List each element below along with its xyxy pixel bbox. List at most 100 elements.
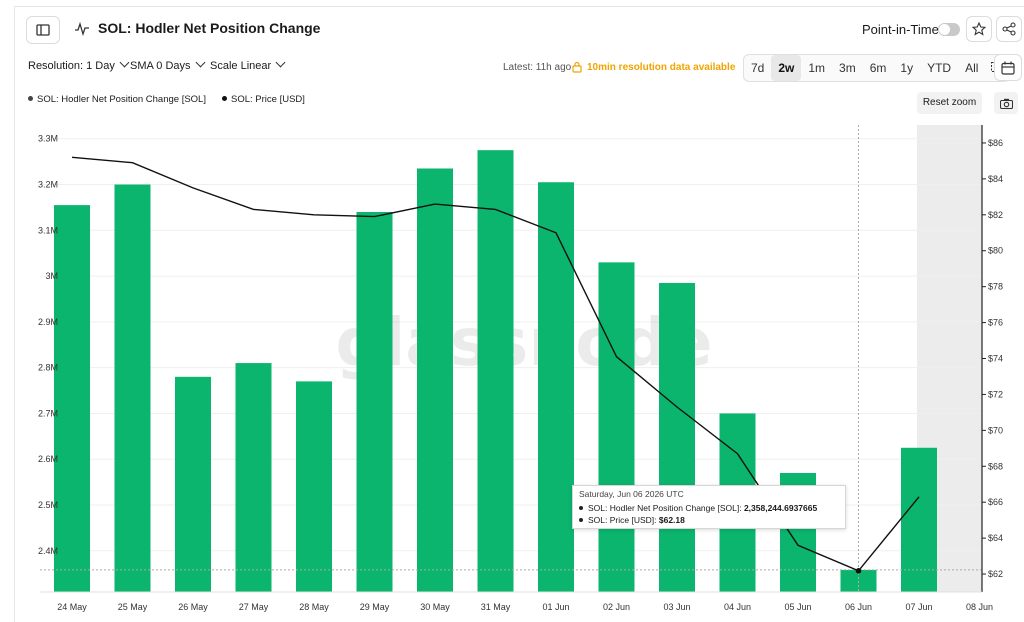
resolution-label: Resolution: 1 Day	[28, 60, 115, 72]
x-tick-label: 03 Jun	[663, 602, 690, 612]
camera-icon	[999, 98, 1013, 109]
point-in-time-toggle[interactable]	[938, 23, 960, 36]
x-tick-label: 25 May	[118, 602, 148, 612]
star-icon	[972, 22, 986, 36]
bar	[477, 150, 514, 592]
share-icon	[1002, 22, 1016, 36]
chart-tooltip: Saturday, Jun 06 2026 UTC SOL: Hodler Ne…	[572, 485, 846, 529]
legend-label: SOL: Price [USD]	[231, 94, 305, 105]
legend-dot	[222, 96, 227, 101]
range-1y[interactable]: 1y	[900, 61, 914, 75]
bar	[417, 168, 453, 592]
range-ytd[interactable]: YTD	[927, 61, 952, 75]
tooltip-bullet	[579, 518, 583, 522]
resolution-dropdown[interactable]: Resolution: 1 Day	[28, 57, 130, 72]
bar	[356, 211, 393, 593]
bar	[840, 569, 877, 592]
reset-zoom-button[interactable]: Reset zoom	[917, 92, 982, 114]
x-tick-label: 24 May	[57, 602, 87, 612]
share-button[interactable]	[996, 16, 1022, 42]
sma-dropdown[interactable]: SMA 0 Days	[130, 57, 205, 72]
y-left-tick-label: 2.8M	[38, 363, 58, 373]
range-all[interactable]: All	[965, 61, 979, 75]
x-tick-label: 26 May	[178, 602, 208, 612]
x-tick-label: 01 Jun	[542, 602, 569, 612]
date-picker-button[interactable]	[994, 54, 1022, 81]
y-left-tick-label: 3.1M	[38, 225, 58, 235]
y-right-tick-label: $62	[988, 569, 1003, 579]
x-tick-label: 04 Jun	[724, 602, 751, 612]
resolution-availability-link[interactable]: 10min resolution data available	[587, 62, 736, 73]
y-right-tick-label: $84	[988, 174, 1003, 184]
x-tick-label: 02 Jun	[603, 602, 630, 612]
y-right-tick-label: $82	[988, 210, 1003, 220]
tooltip-bullet	[579, 506, 583, 510]
scale-label: Scale Linear	[210, 60, 272, 72]
bar	[114, 184, 151, 593]
y-right-tick-label: $64	[988, 533, 1003, 543]
bar	[296, 381, 332, 592]
x-tick-label: 30 May	[420, 602, 450, 612]
sidebar-icon	[36, 24, 50, 36]
range-2w[interactable]: 2w	[771, 55, 802, 81]
tooltip-value: $62.18	[658, 515, 685, 525]
y-right-tick-label: $80	[988, 246, 1003, 256]
sma-label: SMA 0 Days	[130, 60, 191, 72]
sidebar-toggle-button[interactable]	[26, 16, 60, 44]
y-left-tick-label: 2.7M	[38, 408, 58, 418]
tooltip-date: Saturday, Jun 06 2026 UTC	[579, 489, 684, 499]
tooltip-row-net-position: SOL: Hodler Net Position Change [SOL]: 2…	[579, 502, 839, 514]
range-7d[interactable]: 7d	[751, 61, 765, 75]
y-right-tick-label: $76	[988, 318, 1003, 328]
bar	[659, 282, 695, 592]
bar	[598, 262, 635, 592]
y-left-tick-label: 2.5M	[38, 500, 58, 510]
legend-item-price[interactable]: SOL: Price [USD]	[222, 94, 305, 105]
y-right-tick-label: $68	[988, 461, 1003, 471]
y-left-tick-label: 3.3M	[38, 134, 58, 144]
metric-icon	[75, 21, 89, 37]
y-right-tick-label: $78	[988, 282, 1003, 292]
bar	[235, 363, 272, 592]
bar	[538, 182, 574, 592]
y-right-tick-label: $74	[988, 354, 1003, 364]
legend-dot	[28, 96, 33, 101]
scale-dropdown[interactable]: Scale Linear	[210, 57, 286, 72]
tooltip-label: SOL: Price [USD]:	[588, 515, 657, 525]
watermark: glassnode	[335, 304, 712, 381]
y-left-tick-label: 2.6M	[38, 454, 58, 464]
calendar-icon	[1001, 61, 1015, 75]
range-1m[interactable]: 1m	[808, 61, 826, 75]
bar	[175, 376, 211, 592]
x-tick-label: 05 Jun	[784, 602, 811, 612]
x-tick-label: 31 May	[481, 602, 511, 612]
chart-panel	[14, 6, 1024, 622]
y-left-tick-label: 2.9M	[38, 317, 58, 327]
price-highlight-point	[855, 568, 862, 574]
favorite-button[interactable]	[966, 16, 992, 42]
y-right-tick-label: $66	[988, 497, 1003, 507]
range-6m[interactable]: 6m	[869, 61, 887, 75]
x-tick-label: 28 May	[299, 602, 329, 612]
x-tick-label: 08 Jun	[966, 602, 993, 612]
legend-label: SOL: Hodler Net Position Change [SOL]	[37, 94, 206, 105]
x-tick-label: 27 May	[239, 602, 269, 612]
x-tick-label: 07 Jun	[905, 602, 932, 612]
point-in-time-label: Point-in-Time	[862, 22, 939, 37]
legend-item-net-position[interactable]: SOL: Hodler Net Position Change [SOL]	[28, 94, 206, 105]
lock-icon	[572, 61, 582, 73]
tooltip-row-price: SOL: Price [USD]: $62.18	[579, 514, 839, 526]
y-right-tick-label: $86	[988, 138, 1003, 148]
screenshot-button[interactable]	[994, 92, 1018, 114]
tooltip-label: SOL: Hodler Net Position Change [SOL]:	[588, 503, 742, 513]
y-right-tick-label: $70	[988, 425, 1003, 435]
tooltip-value: 2,358,244.6937665	[743, 503, 818, 513]
y-left-tick-label: 3.2M	[38, 180, 58, 190]
x-tick-label: 06 Jun	[845, 602, 872, 612]
y-left-tick-label: 2.4M	[38, 546, 58, 556]
range-3m[interactable]: 3m	[839, 61, 856, 75]
x-tick-label: 29 May	[360, 602, 390, 612]
page-title: SOL: Hodler Net Position Change	[98, 20, 321, 36]
bar	[901, 447, 937, 592]
